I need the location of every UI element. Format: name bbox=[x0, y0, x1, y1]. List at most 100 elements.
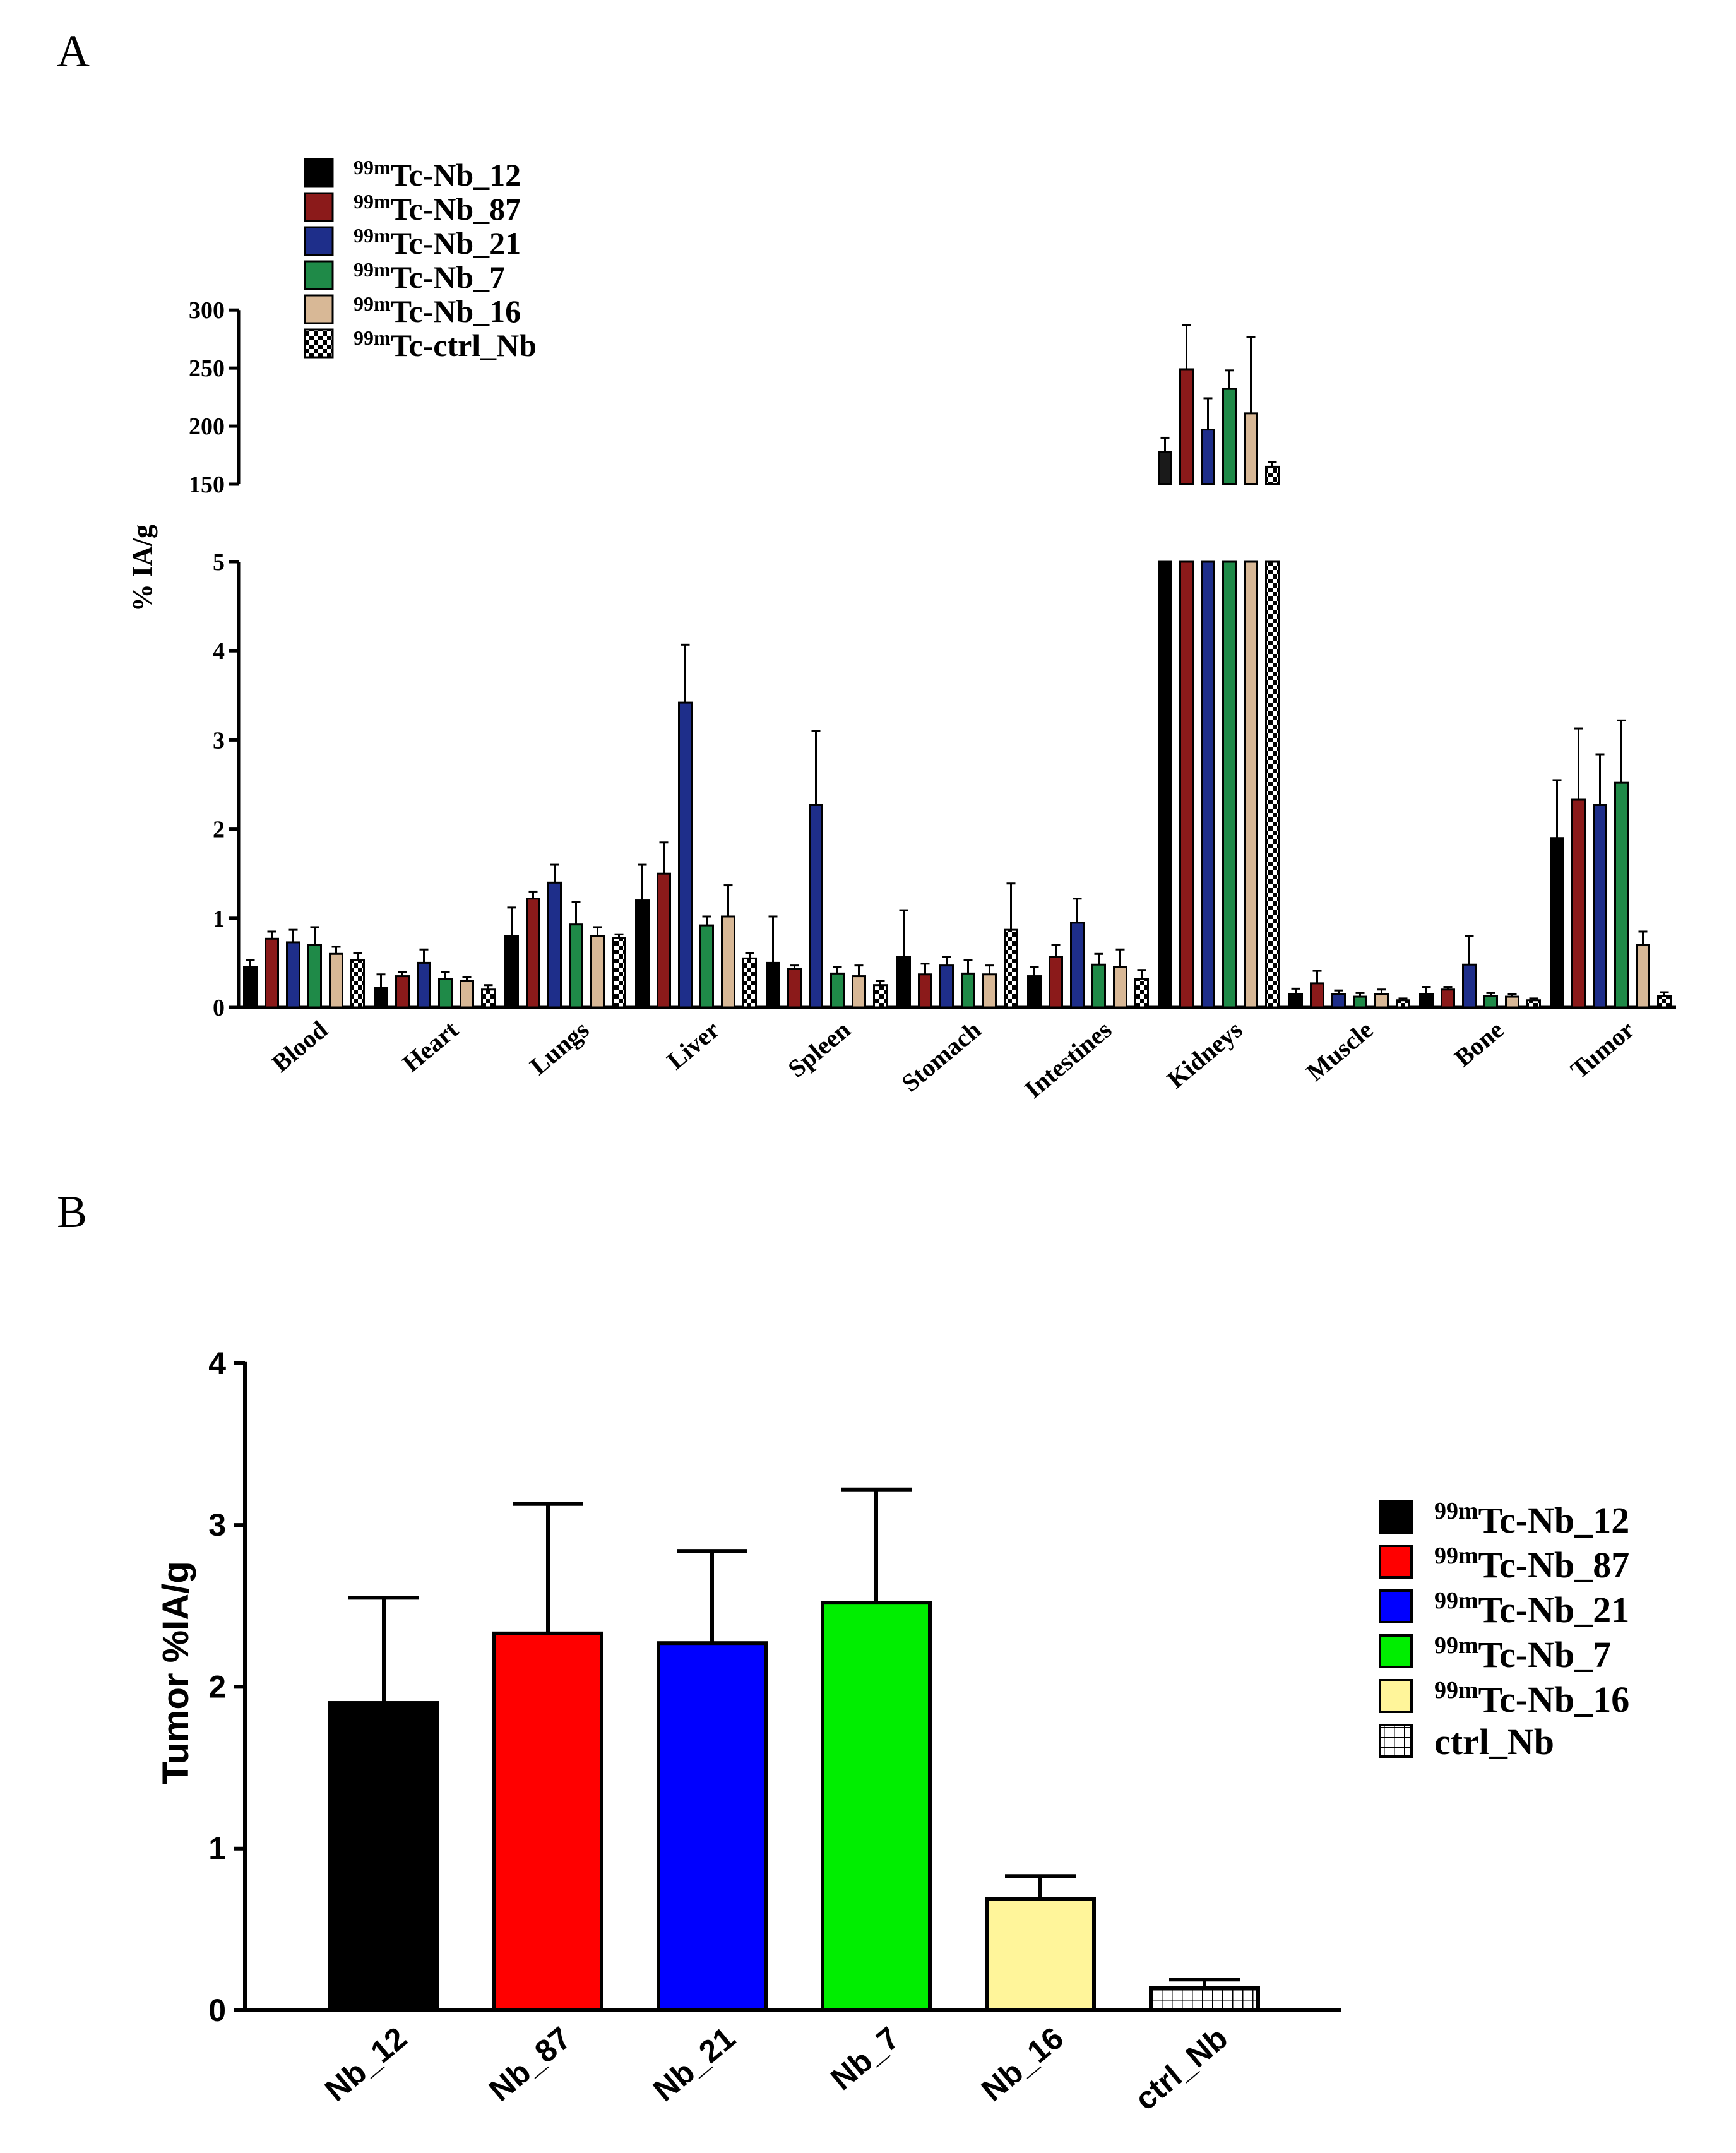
x-tick-label-b-nb_12: Nb_12 bbox=[318, 2020, 413, 2108]
panel-a-legend: 99mTc-Nb_1299mTc-Nb_8799mTc-Nb_2199mTc-N… bbox=[304, 156, 537, 363]
legend-b-label-3: 99mTc-Nb_21 bbox=[1434, 1587, 1629, 1630]
x-tick-label-tumor: Tumor bbox=[1565, 1015, 1639, 1084]
bar-muscle-series-4 bbox=[1353, 995, 1367, 1009]
bar-spleen-series-6 bbox=[873, 984, 888, 1009]
y-tick-label-b: 0 bbox=[208, 1993, 226, 2028]
legend-label-2: 99mTc-Nb_87 bbox=[354, 190, 521, 227]
bar-blood-series-2 bbox=[265, 937, 279, 1009]
x-tick-label-intestines: Intestines bbox=[1019, 1015, 1117, 1103]
y-tick-label-lower: 2 bbox=[213, 817, 225, 843]
bar-stomach-series-4 bbox=[961, 972, 975, 1009]
bar-b-nb_7 bbox=[821, 1601, 932, 2012]
legend-b-label-4: 99mTc-Nb_7 bbox=[1434, 1632, 1611, 1675]
x-tick-label-liver: Liver bbox=[662, 1015, 725, 1074]
bar-lungs-series-3 bbox=[547, 881, 562, 1009]
legend-swatch-5 bbox=[304, 294, 334, 324]
bar-spleen-series-1 bbox=[766, 961, 780, 1009]
legend-swatch-1 bbox=[304, 158, 334, 188]
legend-swatch-2 bbox=[304, 192, 334, 222]
legend-b-swatch-1 bbox=[1379, 1500, 1413, 1534]
legend-b-swatch-ctrl bbox=[1379, 1724, 1413, 1758]
legend-b-label-2: 99mTc-Nb_87 bbox=[1434, 1543, 1629, 1586]
bar-muscle-series-6 bbox=[1396, 999, 1410, 1009]
panel-b-label: B bbox=[57, 1187, 87, 1237]
legend-b-label-ctrl: ctrl_Nb bbox=[1434, 1721, 1554, 1762]
y-tick-label-lower: 1 bbox=[213, 906, 225, 932]
y-tick-label-upper: 150 bbox=[189, 472, 225, 498]
bar-b-nb_16 bbox=[985, 1897, 1096, 2013]
bar-stomach-series-1 bbox=[896, 956, 911, 1009]
bar-stomach-series-2 bbox=[918, 973, 932, 1009]
legend-swatch-4 bbox=[304, 260, 334, 290]
bar-muscle-series-3 bbox=[1331, 993, 1346, 1009]
x-tick-label-spleen: Spleen bbox=[783, 1015, 856, 1082]
bar-bone-series-5 bbox=[1505, 995, 1519, 1009]
bar-b-nb_21 bbox=[657, 1641, 768, 2012]
bar-kidneys-series-1-lower bbox=[1158, 560, 1172, 1009]
y-tick-label-b: 2 bbox=[208, 1669, 226, 1704]
bar-kidneys-series-5-upper bbox=[1244, 412, 1258, 485]
panel-a-chart: A 150 200 250 300 0 1 2 3 4 5 % IA/g Blood Heart Lungs… bbox=[57, 26, 1676, 1104]
bar-lungs-series-1 bbox=[504, 935, 519, 1009]
bar-stomach-series-6 bbox=[1004, 928, 1018, 1009]
bar-intestines-series-6 bbox=[1134, 978, 1149, 1009]
bar-tumor-series-3 bbox=[1593, 804, 1607, 1009]
bar-liver-series-6 bbox=[742, 957, 757, 1009]
bar-spleen-series-4 bbox=[830, 972, 845, 1009]
legend-label-5: 99mTc-Nb_16 bbox=[354, 292, 521, 329]
bar-kidneys-series-3-lower bbox=[1201, 560, 1215, 1009]
bar-bone-series-2 bbox=[1441, 988, 1455, 1009]
x-tick-label-lungs: Lungs bbox=[525, 1015, 595, 1080]
y-tick-label-upper: 250 bbox=[189, 355, 225, 382]
x-tick-label-b-nb_21: Nb_21 bbox=[646, 2020, 742, 2108]
bar-blood-series-1 bbox=[243, 966, 258, 1009]
bar-intestines-series-1 bbox=[1027, 975, 1042, 1009]
x-tick-label-heart: Heart bbox=[397, 1015, 464, 1077]
bar-heart-series-2 bbox=[395, 975, 410, 1009]
bar-liver-series-4 bbox=[699, 924, 714, 1009]
legend-b-swatch-3 bbox=[1379, 1589, 1413, 1623]
bar-spleen-series-2 bbox=[787, 968, 802, 1009]
bar-liver-series-5 bbox=[721, 915, 735, 1009]
bar-heart-series-4 bbox=[438, 978, 453, 1009]
bar-kidneys-series-4-lower bbox=[1222, 560, 1237, 1009]
bar-heart-series-3 bbox=[417, 961, 431, 1009]
bar-kidneys-series-4-upper bbox=[1222, 388, 1237, 485]
bar-tumor-series-2 bbox=[1571, 798, 1586, 1009]
x-tick-label-kidneys: Kidneys bbox=[1162, 1015, 1247, 1093]
bar-heart-series-5 bbox=[460, 980, 474, 1009]
bar-spleen-series-5 bbox=[852, 975, 866, 1009]
bar-kidneys-series-1-upper bbox=[1158, 451, 1172, 485]
bar-muscle-series-1 bbox=[1288, 993, 1303, 1009]
panel-a-label: A bbox=[57, 26, 90, 76]
bar-kidneys-series-6-upper bbox=[1265, 465, 1280, 485]
bar-muscle-series-2 bbox=[1310, 982, 1324, 1009]
bar-b-ctrl_nb bbox=[1149, 1986, 1260, 2012]
legend-b-label-5: 99mTc-Nb_16 bbox=[1434, 1677, 1629, 1720]
panel-b-chart: B 0 1 2 3 4 Tumor %IA/g Nb_12 Nb_87 Nb_21 Nb_7 Nb_1… bbox=[57, 1187, 1629, 2117]
panel-a-bars bbox=[243, 324, 1672, 1009]
bar-bone-series-3 bbox=[1462, 963, 1477, 1009]
y-tick-label-lower: 4 bbox=[213, 638, 225, 665]
y-axis-label-b: Tumor %IA/g bbox=[155, 1561, 196, 1784]
bar-liver-series-3 bbox=[678, 701, 693, 1009]
x-tick-label-muscle: Muscle bbox=[1301, 1015, 1379, 1086]
legend-swatch-6 bbox=[304, 328, 334, 359]
x-tick-label-bone: Bone bbox=[1449, 1015, 1509, 1072]
bar-tumor-series-5 bbox=[1636, 944, 1650, 1009]
legend-label-3: 99mTc-Nb_21 bbox=[354, 224, 521, 261]
bar-liver-series-2 bbox=[657, 872, 671, 1009]
legend-label-1: 99mTc-Nb_12 bbox=[354, 156, 521, 193]
y-axis-label: % IA/g bbox=[127, 525, 158, 612]
legend-b-swatch-2 bbox=[1379, 1545, 1413, 1579]
bar-spleen-series-3 bbox=[809, 804, 823, 1009]
bar-kidneys-series-3-upper bbox=[1201, 429, 1215, 485]
bar-tumor-series-1 bbox=[1550, 837, 1564, 1009]
bar-kidneys-series-2-upper bbox=[1179, 368, 1194, 485]
bar-muscle-series-5 bbox=[1374, 993, 1389, 1009]
legend-label-4: 99mTc-Nb_7 bbox=[354, 258, 505, 295]
x-tick-label-b-nb_87: Nb_87 bbox=[482, 2020, 578, 2108]
bar-heart-series-1 bbox=[374, 987, 388, 1009]
x-tick-label-b-ctrl_nb: ctrl_Nb bbox=[1128, 2020, 1234, 2118]
